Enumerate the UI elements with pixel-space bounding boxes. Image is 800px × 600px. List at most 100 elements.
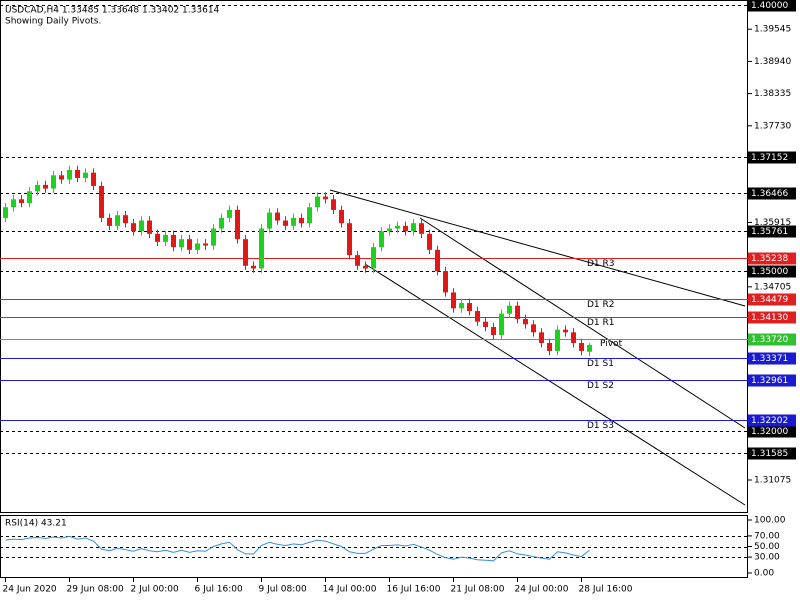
level-box [748, 414, 796, 427]
candle-body [11, 199, 16, 208]
level-box [748, 447, 796, 460]
chart-header: USDCAD,H4 1.33485 1.33648 1.33402 1.3361… [5, 6, 220, 16]
candle-body [547, 342, 552, 351]
trendline [364, 263, 746, 506]
candle-body [115, 215, 120, 226]
candle-body [443, 271, 448, 293]
y-tick-label: 1.38940 [754, 57, 791, 67]
level-value: 1.33371 [751, 354, 788, 364]
candle-body [491, 326, 496, 335]
candle-body [355, 255, 360, 266]
candle-body [139, 220, 144, 232]
x-tick-label: 6 Jul 16:00 [195, 585, 244, 595]
candle-body [203, 243, 208, 246]
candle-body [315, 196, 320, 208]
candle-body [563, 329, 568, 333]
candle-body [107, 217, 112, 226]
level-box [748, 151, 796, 164]
level-box [748, 187, 796, 200]
candle-body [123, 215, 128, 224]
candle-body [251, 265, 256, 269]
level-value: 1.40000 [751, 1, 788, 11]
level-value: 1.35761 [751, 227, 788, 237]
level-box [748, 374, 796, 387]
candle-body [19, 199, 24, 203]
candle-body [427, 233, 432, 250]
rsi-tick-label: 0.00 [754, 569, 774, 579]
y-tick-label: 1.34705 [754, 282, 791, 292]
x-tick-label: 9 Jul 08:00 [259, 585, 308, 595]
x-tick-label: 2 Jul 00:00 [131, 585, 180, 595]
trendline [419, 217, 746, 429]
trendlines [329, 189, 746, 506]
candle-body [83, 172, 88, 178]
candle-body [291, 217, 296, 226]
y-tick-label: 1.38335 [754, 89, 791, 99]
level-box [748, 352, 796, 365]
candle-body [211, 228, 216, 246]
x-tick-label: 24 Jul 00:00 [515, 585, 569, 595]
level-value: 1.31585 [751, 449, 788, 459]
candle-body [523, 319, 528, 325]
candle-body [259, 228, 264, 269]
x-tick-label: 24 Jun 2020 [3, 585, 57, 595]
candle-body [339, 209, 344, 224]
candle-body [27, 191, 32, 203]
rsi-frame [0, 515, 748, 578]
level-value: 1.36466 [751, 189, 788, 199]
candle-body [363, 265, 368, 269]
rsi-line [5, 535, 590, 562]
trendline [329, 189, 746, 307]
rsi-title: RSI(14) 43.21 [5, 519, 67, 529]
candle-body [163, 234, 168, 242]
level-value: 1.32202 [751, 416, 788, 426]
candle-body [579, 342, 584, 351]
y-tick-label: 1.37730 [754, 121, 791, 131]
candle-body [3, 207, 8, 218]
candle-body [475, 311, 480, 322]
level-name: D1 S1 [587, 359, 614, 369]
x-tick-label: 14 Jul 00:00 [323, 585, 377, 595]
candle-body [307, 207, 312, 224]
candle-body [323, 196, 328, 200]
level-name: D1 R1 [587, 318, 615, 328]
candle-body [507, 305, 512, 314]
candle-body [531, 324, 536, 333]
candle-body [91, 172, 96, 186]
level-box [748, 311, 796, 324]
candle-body [227, 209, 232, 218]
level-name: D1 R2 [587, 300, 615, 310]
candle-body [75, 169, 80, 178]
level-value: 1.35238 [751, 254, 788, 264]
candle-body [403, 225, 408, 232]
candle-body [539, 332, 544, 343]
candle-body [51, 175, 56, 189]
candle-body [275, 212, 280, 221]
x-tick-label: 16 Jul 16:00 [387, 585, 441, 595]
candle-body [371, 247, 376, 269]
candle-body [435, 249, 440, 272]
candle-body [411, 223, 416, 232]
candle-body [243, 239, 248, 266]
candle-body [235, 209, 240, 240]
candle-body [347, 223, 352, 256]
level-value: 1.35000 [751, 267, 788, 277]
level-box [748, 293, 796, 306]
y-tick-label: 1.35915 [754, 218, 791, 228]
level-box [748, 333, 796, 346]
y-tick-label: 1.31075 [754, 476, 791, 486]
level-name: D1 R3 [587, 259, 615, 269]
candle-body [299, 217, 304, 224]
y-tick-label: 1.39545 [754, 25, 791, 35]
candle-body [67, 169, 72, 180]
rsi-tick-label: 50.00 [754, 542, 780, 552]
candle-body [499, 313, 504, 335]
candle-body [419, 223, 424, 234]
candle-body [395, 225, 400, 229]
level-box [748, 252, 796, 265]
candle-body [179, 239, 184, 248]
candle-body [467, 303, 472, 312]
level-value: 1.37152 [751, 153, 788, 163]
candle-body [283, 220, 288, 226]
